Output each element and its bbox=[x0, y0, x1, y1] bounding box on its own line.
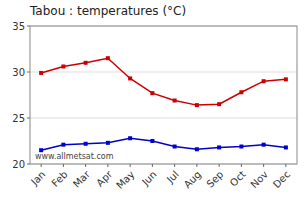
point bbox=[61, 64, 65, 68]
x-tick-label: May bbox=[114, 169, 136, 191]
x-tick-label: Jan bbox=[28, 169, 47, 188]
chart: Tabou : temperatures (°C)20253035JanFebM… bbox=[0, 0, 305, 200]
plot-area bbox=[39, 56, 288, 152]
point bbox=[195, 147, 199, 151]
y-tick-label: 25 bbox=[12, 113, 25, 124]
point bbox=[106, 56, 110, 60]
point bbox=[217, 102, 221, 106]
x-tick bbox=[41, 164, 42, 167]
chart-container: Tabou : temperatures (°C)20253035JanFebM… bbox=[0, 0, 305, 200]
x-tick bbox=[107, 164, 108, 167]
series-line bbox=[41, 58, 286, 105]
x-tick-label: Feb bbox=[49, 169, 69, 189]
x-tick-label: Apr bbox=[94, 168, 115, 189]
point bbox=[150, 91, 154, 95]
point bbox=[128, 136, 132, 140]
x-tick bbox=[174, 164, 175, 167]
point bbox=[173, 99, 177, 103]
point bbox=[284, 145, 288, 149]
point bbox=[84, 61, 88, 65]
x-tick-label: Sep bbox=[204, 169, 225, 190]
grid-line bbox=[30, 118, 297, 119]
y-tick-label: 30 bbox=[12, 67, 25, 78]
x-tick-label: Jun bbox=[139, 169, 159, 189]
x-tick-label: Mar bbox=[71, 168, 93, 190]
x-tick bbox=[63, 164, 64, 167]
x-tick-label: Dec bbox=[271, 169, 292, 190]
point bbox=[173, 145, 177, 149]
y-tick-label: 35 bbox=[12, 21, 25, 32]
x-tick bbox=[219, 164, 220, 167]
point bbox=[195, 103, 199, 107]
x-tick-label: Jul bbox=[164, 169, 181, 186]
x-tick bbox=[241, 164, 242, 167]
point bbox=[84, 142, 88, 146]
point bbox=[262, 143, 266, 147]
point bbox=[239, 90, 243, 94]
title: Tabou : temperatures (°C) bbox=[29, 4, 186, 18]
point bbox=[150, 139, 154, 143]
point bbox=[284, 77, 288, 81]
point bbox=[262, 79, 266, 83]
x-tick-label: Nov bbox=[248, 169, 270, 191]
plot-frame bbox=[30, 26, 297, 164]
annotation: www.allmetsat.com bbox=[35, 152, 114, 161]
x-tick bbox=[263, 164, 264, 167]
x-tick bbox=[196, 164, 197, 167]
point bbox=[128, 76, 132, 80]
x-tick bbox=[152, 164, 153, 167]
y-tick-label: 20 bbox=[12, 159, 25, 170]
x-tick bbox=[85, 164, 86, 167]
point bbox=[217, 145, 221, 149]
x-tick bbox=[130, 164, 131, 167]
x-tick-label: Aug bbox=[182, 169, 204, 191]
point bbox=[106, 141, 110, 145]
x-tick bbox=[285, 164, 286, 167]
grid-line bbox=[30, 72, 297, 73]
point bbox=[239, 145, 243, 149]
point bbox=[39, 71, 43, 75]
point bbox=[61, 143, 65, 147]
x-tick-label: Oct bbox=[228, 169, 248, 189]
series-line bbox=[41, 138, 286, 150]
